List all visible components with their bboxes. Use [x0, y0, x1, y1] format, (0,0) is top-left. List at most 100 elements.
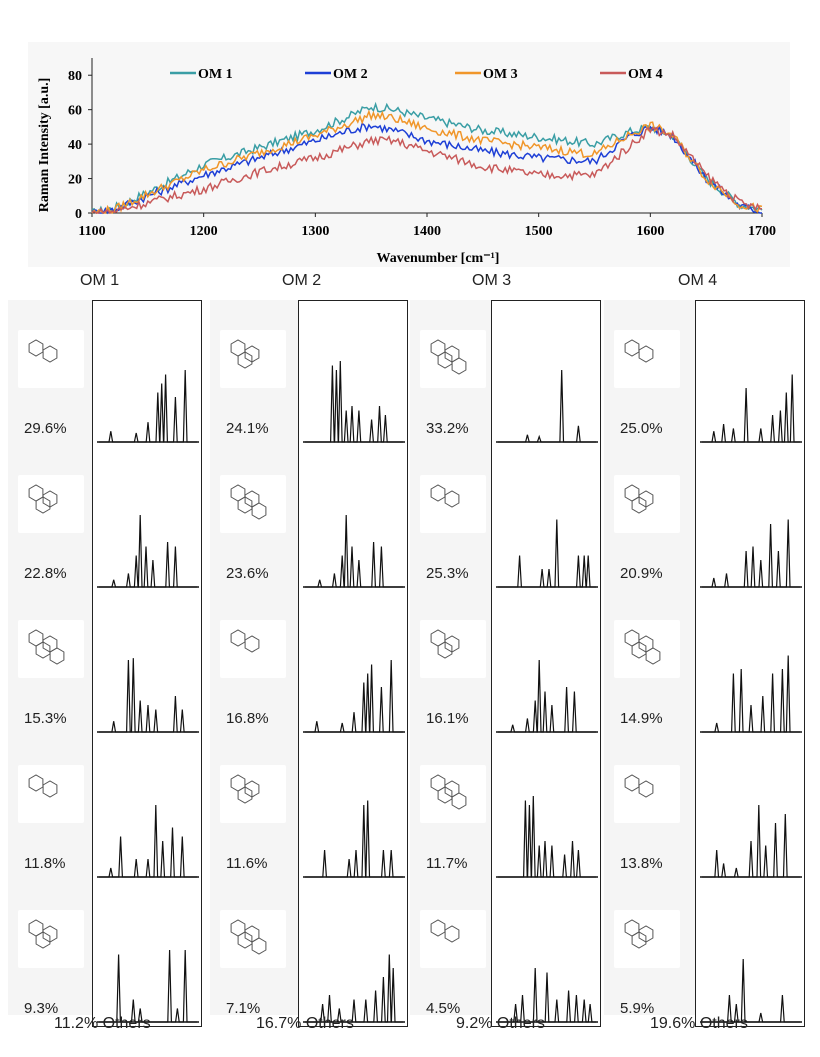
percentage-label: 33.2%	[426, 420, 469, 437]
spectrum-peak-trace	[702, 958, 800, 1023]
percentage-label: 14.9%	[620, 710, 663, 727]
y-tick-label: 60	[68, 104, 82, 119]
spectrum-peak-trace	[498, 795, 596, 878]
spectrum-peak-trace	[498, 659, 596, 733]
percentage-label: 7.1%	[226, 1000, 261, 1017]
molecule-structure-icon	[614, 765, 680, 823]
molecule-structure-icon	[614, 330, 680, 388]
molecule-structure-icon	[220, 765, 286, 823]
spectrum-peak-trace	[702, 655, 800, 733]
x-axis-label: Wavenumber [cm⁻¹]	[377, 251, 500, 266]
x-tick-label: 1100	[78, 224, 105, 239]
chart-background	[28, 42, 790, 267]
percentage-label: 23.6%	[226, 565, 269, 582]
spectra-svg	[700, 374, 802, 1023]
molecule-structure-icon	[220, 330, 286, 388]
molecule-structure-icon	[420, 475, 486, 533]
spectra-panel	[298, 300, 408, 1027]
y-axis-label: Raman Intensity [a.u.]	[37, 78, 52, 213]
percentage-label: 22.8%	[24, 565, 67, 582]
spectra-svg	[303, 360, 405, 1023]
spectrum-peak-trace	[702, 374, 800, 443]
x-tick-label: 1400	[413, 224, 441, 239]
percentage-label: 9.3%	[24, 1000, 59, 1017]
percentage-label: 11.8%	[24, 855, 66, 872]
spectra-panel	[491, 300, 601, 1027]
molecule-structure-icon	[18, 765, 84, 823]
molecule-structure-icon	[614, 910, 680, 968]
spectrum-peak-trace	[305, 360, 403, 443]
molecule-structure-icon	[420, 910, 486, 968]
spectrum-peak-trace	[702, 804, 800, 878]
series-line-om-2	[91, 122, 762, 215]
legend-label: OM 1	[198, 67, 233, 82]
spectrum-peak-trace	[99, 514, 197, 588]
percentage-label: 5.9%	[620, 1000, 655, 1017]
x-tick-label: 1300	[301, 224, 329, 239]
molecule-structure-icon	[420, 765, 486, 823]
percentage-label: 11.7%	[426, 855, 468, 872]
molecule-structure-icon	[220, 475, 286, 533]
percentage-label: 20.9%	[620, 565, 663, 582]
molecule-structure-icon	[18, 475, 84, 533]
others-percentage-label: 16.7% Others	[256, 1015, 354, 1032]
molecule-structure-icon	[18, 620, 84, 678]
percentage-label: 4.5%	[426, 1000, 461, 1017]
percentage-label: 11.6%	[226, 855, 268, 872]
percentage-label: 25.3%	[426, 565, 469, 582]
spectrum-peak-trace	[702, 519, 800, 588]
molecule-structure-icon	[420, 330, 486, 388]
molecule-structure-icon	[220, 620, 286, 678]
legend-label: OM 3	[483, 67, 518, 82]
molecule-structure-icon	[220, 910, 286, 968]
spectrum-peak-trace	[498, 519, 596, 588]
spectrum-peak-trace	[498, 967, 596, 1023]
y-tick-label: 80	[68, 69, 82, 84]
column-title: OM 1	[80, 272, 120, 289]
spectrum-peak-trace	[99, 658, 197, 733]
molecule-structure-icon	[420, 620, 486, 678]
legend-label: OM 4	[628, 67, 663, 82]
x-tick-label: 1500	[525, 224, 553, 239]
x-tick-label: 1200	[190, 224, 218, 239]
spectra-svg	[496, 369, 598, 1023]
y-tick-label: 0	[75, 207, 82, 222]
percentage-label: 16.1%	[426, 710, 469, 727]
percentage-label: 29.6%	[24, 420, 67, 437]
percentage-label: 24.1%	[226, 420, 269, 437]
spectrum-peak-trace	[305, 659, 403, 733]
spectrum-peak-trace	[305, 514, 403, 588]
others-percentage-label: 11.2% Others	[54, 1015, 151, 1032]
raman-overview-chart: 0 20 40 60 80 1100 1200 1300 1400 1500 1600 1700 OM …	[28, 42, 790, 267]
spectrum-peak-trace	[305, 800, 403, 878]
legend-label: OM 2	[333, 67, 368, 82]
percentage-label: 13.8%	[620, 855, 663, 872]
column-title: OM 2	[282, 272, 322, 289]
x-tick-label: 1600	[636, 224, 664, 239]
percentage-label: 16.8%	[226, 710, 269, 727]
percentage-label: 15.3%	[24, 710, 67, 727]
spectra-panel	[695, 300, 805, 1027]
molecule-structure-icon	[614, 475, 680, 533]
spectrum-peak-trace	[99, 369, 197, 443]
molecule-structure-icon	[18, 330, 84, 388]
y-tick-label: 40	[68, 138, 82, 153]
series-line-om-3	[91, 109, 763, 215]
others-percentage-label: 9.2% Others	[456, 1015, 545, 1032]
others-percentage-label: 19.6% Others	[650, 1015, 748, 1032]
series-line-om-1	[91, 101, 763, 215]
spectra-svg	[97, 369, 199, 1023]
x-tick-label: 1700	[748, 224, 776, 239]
molecule-structure-icon	[614, 620, 680, 678]
spectrum-peak-trace	[305, 954, 403, 1023]
column-title: OM 4	[678, 272, 718, 289]
series-line-om-4	[91, 126, 763, 215]
column-title: OM 3	[472, 272, 512, 289]
molecule-structure-icon	[18, 910, 84, 968]
y-tick-label: 20	[68, 173, 82, 188]
percentage-label: 25.0%	[620, 420, 663, 437]
spectrum-peak-trace	[99, 949, 197, 1023]
spectra-panel	[92, 300, 202, 1027]
spectrum-peak-trace	[99, 804, 197, 878]
spectrum-peak-trace	[498, 369, 596, 443]
